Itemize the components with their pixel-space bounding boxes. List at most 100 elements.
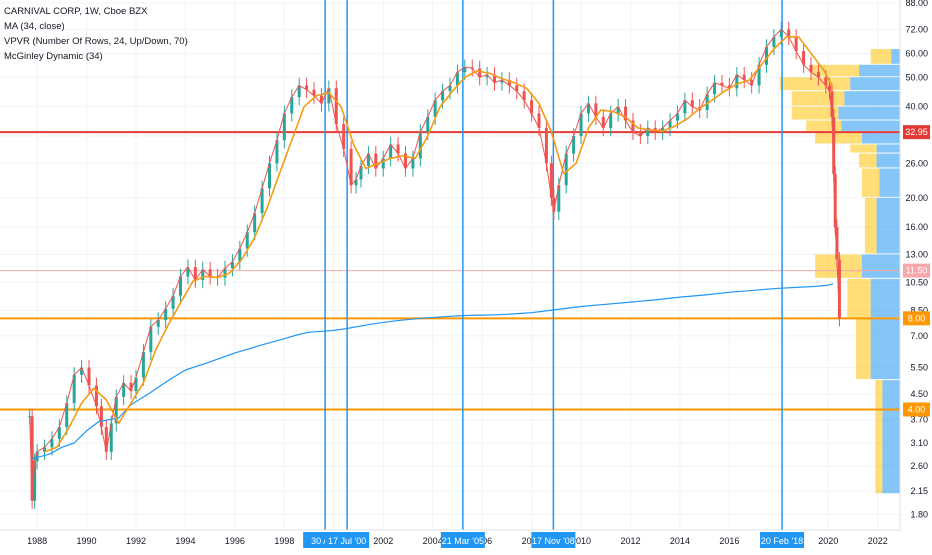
date-marker-tag-label: 21 Mar '05 <box>442 536 484 546</box>
time-tick-label: 1998 <box>274 536 294 546</box>
vpvr-bar-down <box>859 64 900 77</box>
price-candle-body <box>57 427 61 439</box>
price-candle-body <box>522 91 526 101</box>
time-tick-label: 2022 <box>868 536 888 546</box>
price-level-tag <box>903 402 930 417</box>
price-candle-body <box>208 269 212 277</box>
price-level-tag <box>903 263 930 278</box>
vpvr-bar-up <box>806 120 842 131</box>
price-candle-body <box>354 179 358 186</box>
price-tick-label: 20.00 <box>905 193 928 203</box>
date-marker-tag <box>440 532 485 548</box>
price-candle-body <box>186 267 190 277</box>
price-candle-body <box>94 385 98 407</box>
price-candle-body <box>586 103 590 114</box>
price-candle-body <box>572 136 576 154</box>
vpvr-bar-up <box>815 131 862 144</box>
price-tick-label: 1.80 <box>910 510 928 520</box>
price-candle-body <box>493 74 497 83</box>
price-candle-body <box>530 100 534 114</box>
legend-mcginley[interactable]: McGinley Dynamic (34) <box>4 51 103 62</box>
price-candle-body <box>544 128 548 164</box>
price-candle-body <box>787 29 791 37</box>
time-tick-label: 1990 <box>77 536 97 546</box>
price-candle-body <box>832 116 836 174</box>
price-candle-body <box>616 106 620 114</box>
price-candle-body <box>342 124 346 149</box>
price-level-tag <box>903 311 930 326</box>
time-tick-label: 1992 <box>126 536 146 546</box>
price-candle-body <box>507 79 511 86</box>
vpvr-bar-down <box>870 318 900 380</box>
price-tick-label: 3.10 <box>910 438 928 448</box>
price-candle-body <box>830 91 834 117</box>
price-candle-body <box>646 128 650 137</box>
price-tick-label: 50.00 <box>905 72 928 82</box>
price-candle-body <box>366 153 370 166</box>
price-candle-body <box>478 68 482 78</box>
time-tick-label: 1988 <box>27 536 47 546</box>
vpvr-bar-down <box>879 168 900 197</box>
date-marker-tag-label: 17 Jul '00 <box>328 536 366 546</box>
vpvr-bar-down <box>838 106 900 120</box>
price-tick-label: 10.50 <box>905 278 928 288</box>
price-level-tag-label: 11.50 <box>906 266 928 276</box>
legend-vpvr[interactable]: VPVR (Number Of Rows, 24, Up/Down, 70) <box>4 36 188 47</box>
price-candle-body <box>35 451 39 462</box>
price-candle-body <box>594 103 598 117</box>
price-candle-body <box>327 88 331 104</box>
price-candle-body <box>171 295 175 309</box>
price-candle-body <box>282 113 286 141</box>
price-candle-body <box>668 120 672 129</box>
price-candle-body <box>794 36 798 52</box>
price-candle-body <box>156 319 160 327</box>
price-candle-body <box>549 163 553 198</box>
price-tick-label: 72.00 <box>905 24 928 34</box>
price-candle-body <box>579 113 583 137</box>
price-line <box>29 28 840 502</box>
price-candle-body <box>470 67 474 69</box>
price-candle-body <box>638 131 642 137</box>
price-tick-label: 40.00 <box>905 102 928 112</box>
chart-title: CARNIVAL CORP, 1W, Cboe BZX <box>4 6 148 17</box>
series <box>28 21 841 509</box>
price-candle-body <box>381 158 385 169</box>
vpvr-bar-down <box>870 278 900 318</box>
price-candle-body <box>816 72 820 78</box>
price-candle-body <box>396 144 400 154</box>
price-candle-body <box>223 268 227 278</box>
time-tick-label: 2012 <box>620 536 640 546</box>
ma-line <box>44 36 833 453</box>
price-candle-body <box>193 267 197 281</box>
price-candle-body <box>564 153 568 186</box>
time-tick-label: 1994 <box>175 536 195 546</box>
price-candle-body <box>727 85 731 89</box>
price-candle-body <box>557 185 561 212</box>
legend-ma[interactable]: MA (34, close) <box>4 21 65 32</box>
vpvr-bar-up <box>861 168 880 197</box>
price-candle-body <box>757 64 761 86</box>
price-candle-body <box>455 72 459 86</box>
price-candle-body <box>750 79 754 86</box>
price-candle-body <box>403 153 407 169</box>
price-candle-body <box>835 227 839 260</box>
price-candle-body <box>833 173 837 228</box>
time-tick-label: 2014 <box>670 536 690 546</box>
price-candle-body <box>149 326 153 352</box>
price-candle-body <box>114 396 118 424</box>
price-candle-body <box>609 113 613 129</box>
vpvr-bar-up <box>870 49 892 64</box>
price-candle-body <box>389 144 393 159</box>
price-tick-label: 13.00 <box>905 249 928 259</box>
vpvr-bar-down <box>861 131 900 144</box>
time-tick-label: 1996 <box>225 536 245 546</box>
price-candle-body <box>779 29 783 37</box>
price-candle-body <box>245 232 249 249</box>
price-candle-body <box>72 374 76 404</box>
price-candle-body <box>134 377 138 392</box>
price-candle-body <box>690 100 694 107</box>
legend: CARNIVAL CORP, 1W, Cboe BZX MA (34, clos… <box>4 4 188 64</box>
price-candle-body <box>500 79 504 83</box>
